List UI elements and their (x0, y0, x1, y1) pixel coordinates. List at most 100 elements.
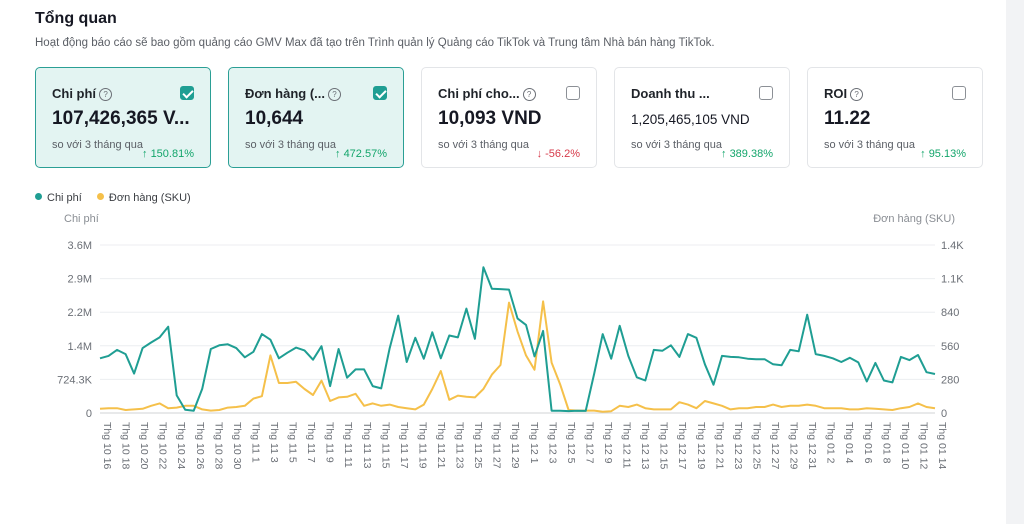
metric-card-doanh-thu[interactable]: Doanh thu ... 1,205,465,105 VND so với 3… (614, 67, 790, 168)
y-tick-left: 1.4M (68, 341, 92, 353)
metric-compare-label: so với 3 tháng qua (824, 139, 915, 151)
x-tick-label: Thg 01 6 (862, 422, 874, 464)
x-tick-label: Thg 12 21 (713, 422, 725, 469)
x-tick-label: Thg 12 11 (621, 422, 633, 469)
x-tick-label: Thg 10 24 (175, 422, 187, 469)
x-tick-label: Thg 11 9 (324, 422, 336, 463)
y-tick-right: 560 (941, 341, 959, 353)
x-tick-label: Thg 01 14 (936, 422, 948, 469)
x-tick-label: Thg 12 15 (658, 422, 670, 469)
metric-checkbox[interactable] (180, 86, 194, 100)
metric-card-chi-phi-cho[interactable]: Chi phí cho...? 10,093 VND so với 3 thán… (421, 67, 597, 168)
x-tick-label: Thg 10 18 (120, 422, 132, 469)
x-tick-label: Thg 12 27 (769, 422, 781, 469)
x-tick-label: Thg 11 1 (249, 422, 261, 463)
x-tick-label: Thg 12 7 (583, 422, 595, 464)
x-tick-label: Thg 10 22 (157, 422, 169, 469)
x-tick-label: Thg 12 19 (695, 422, 707, 469)
y-axis-right-label: Đơn hàng (SKU) (873, 213, 955, 225)
y-tick-left: 2.9M (68, 274, 92, 286)
metric-label: Doanh thu ... (631, 86, 710, 101)
metric-change: ↑ 472.57% (335, 148, 387, 160)
page-title: Tổng quan (35, 10, 117, 27)
x-tick-label: Thg 10 20 (138, 422, 150, 469)
x-tick-label: Thg 01 10 (899, 422, 911, 469)
help-icon[interactable]: ? (328, 88, 342, 101)
metric-value: 107,426,365 V... (52, 108, 190, 129)
series-line-don-hang (99, 300, 936, 413)
metric-value: 11.22 (824, 108, 871, 129)
x-tick-label: Thg 11 17 (398, 422, 410, 469)
legend-item-don-hang[interactable]: Đơn hàng (SKU) (96, 192, 191, 204)
help-icon[interactable]: ? (522, 88, 536, 101)
x-tick-label: Thg 12 29 (788, 422, 800, 469)
x-tick-label: Thg 12 1 (528, 422, 540, 464)
metric-label: Chi phí (52, 86, 97, 101)
y-tick-right: 840 (941, 307, 959, 319)
line-chart: Chi phí Đơn hàng (SKU) 0 724.3K 1.4M 2.2M 2.… (57, 213, 964, 469)
metric-change: ↓ -56.2% (536, 148, 580, 160)
legend-dot (35, 193, 42, 200)
metric-card-roi[interactable]: ROI? 11.22 so với 3 tháng qua ↑ 95.13% (807, 67, 983, 168)
y-tick-left: 2.2M (68, 307, 92, 319)
metric-checkbox[interactable] (373, 86, 387, 100)
metric-checkbox[interactable] (952, 86, 966, 100)
y-tick-left: 3.6M (68, 240, 92, 252)
metric-checkbox[interactable] (759, 86, 773, 100)
x-tick-label: Thg 12 9 (602, 422, 614, 464)
x-tick-label: Thg 11 15 (379, 422, 391, 469)
x-tick-label: Thg 12 3 (546, 422, 558, 464)
x-tick-label: Thg 11 11 (342, 422, 354, 468)
help-icon[interactable]: ? (850, 88, 864, 101)
legend-dot (96, 193, 104, 200)
arrow-up-icon: ↑ (335, 148, 341, 160)
x-tick-label: Thg 01 12 (917, 422, 929, 469)
x-tick-label: Thg 12 31 (806, 422, 818, 469)
metric-card-chi-phi[interactable]: Chi phí? 107,426,365 V... so với 3 tháng… (35, 67, 211, 168)
x-tick-label: Thg 01 8 (880, 422, 892, 464)
metric-value: 10,093 VND (438, 108, 542, 129)
metric-change: ↑ 95.13% (920, 148, 966, 160)
metric-value: 1,205,465,105 VND (631, 112, 750, 127)
arrow-up-icon: ↑ (920, 148, 926, 160)
x-tick-label: Thg 01 4 (843, 422, 855, 464)
x-tick-label: Thg 12 25 (750, 422, 762, 469)
x-tick-label: Thg 01 2 (825, 422, 837, 464)
x-tick-label: Thg 11 19 (416, 422, 428, 469)
metric-compare-label: so với 3 tháng qua (245, 139, 336, 151)
chart-legend: Chi phí Đơn hàng (SKU) (35, 192, 203, 204)
x-tick-label: Thg 10 26 (194, 422, 206, 469)
x-tick-label: Thg 11 13 (361, 422, 373, 469)
series-line-chi-phi (99, 266, 936, 413)
arrow-up-icon: ↑ (142, 148, 148, 160)
metric-checkbox[interactable] (566, 86, 580, 100)
metric-card-don-hang[interactable]: Đơn hàng (...? 10,644 so với 3 tháng qua… (228, 67, 404, 168)
metric-change: ↑ 389.38% (721, 148, 773, 160)
x-tick-label: Thg 12 5 (565, 422, 577, 464)
x-tick-label: Thg 10 30 (231, 422, 243, 469)
metric-compare-label: so với 3 tháng qua (631, 139, 722, 151)
arrow-down-icon: ↓ (536, 148, 543, 160)
x-tick-label: Thg 11 27 (491, 422, 503, 469)
help-icon[interactable]: ? (99, 88, 113, 101)
x-tick-label: Thg 11 23 (454, 422, 466, 469)
legend-item-chi-phi[interactable]: Chi phí (35, 192, 82, 204)
x-tick-label: Thg 12 23 (732, 422, 744, 469)
metric-compare-label: so với 3 tháng qua (438, 139, 529, 151)
x-tick-label: Thg 11 3 (268, 422, 280, 463)
metric-value: 10,644 (245, 108, 304, 129)
y-tick-right: 280 (941, 374, 959, 386)
y-tick-left: 0 (86, 408, 92, 420)
x-tick-label: Thg 10 28 (212, 422, 224, 469)
metric-label: Chi phí cho... (438, 86, 520, 101)
y-tick-right: 0 (941, 408, 947, 420)
y-axis-left-label: Chi phí (64, 213, 99, 225)
x-tick-label: Thg 12 13 (639, 422, 651, 469)
metric-change: ↑ 150.81% (142, 148, 194, 160)
x-tick-label: Thg 11 7 (305, 422, 317, 463)
metric-label: Đơn hàng (... (245, 86, 326, 101)
metric-compare-label: so với 3 tháng qua (52, 139, 143, 151)
y-tick-left: 724.3K (57, 374, 93, 386)
x-tick-label: Thg 11 5 (287, 422, 299, 463)
